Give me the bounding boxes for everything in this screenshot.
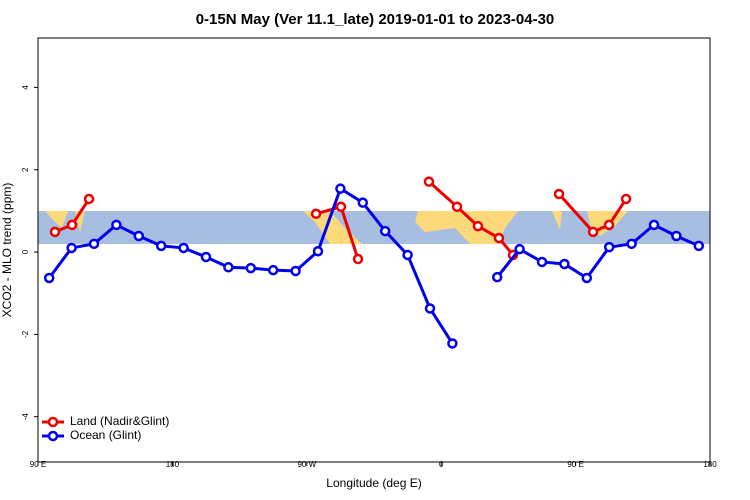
data-point bbox=[223, 262, 234, 273]
chart-title: 0-15N May (Ver 11.1_late) 2019-01-01 to … bbox=[196, 11, 555, 28]
data-point bbox=[424, 303, 436, 314]
data-point bbox=[83, 193, 95, 205]
legend-marker bbox=[47, 416, 59, 428]
data-point bbox=[335, 183, 346, 194]
data-point bbox=[626, 238, 637, 250]
y-tick-label: 2 bbox=[21, 167, 30, 172]
data-point bbox=[88, 238, 100, 250]
data-point bbox=[310, 208, 322, 220]
data-point bbox=[66, 242, 77, 254]
data-point bbox=[648, 219, 660, 231]
data-point bbox=[536, 256, 548, 268]
y-tick-label: -4 bbox=[21, 413, 30, 421]
data-point bbox=[493, 232, 505, 244]
x-tick-label: 180 bbox=[166, 460, 180, 469]
data-point bbox=[553, 188, 565, 200]
y-tick-label: -2 bbox=[21, 330, 30, 338]
data-point bbox=[312, 245, 324, 257]
data-point bbox=[379, 225, 391, 237]
x-tick-label: 90 E bbox=[30, 460, 46, 469]
data-point bbox=[581, 272, 593, 284]
data-point bbox=[620, 193, 632, 205]
data-point bbox=[693, 240, 705, 252]
legend-label: Ocean (Glint) bbox=[70, 428, 141, 442]
data-point bbox=[357, 197, 369, 208]
data-point bbox=[472, 220, 484, 232]
data-point bbox=[155, 240, 167, 252]
data-point bbox=[290, 265, 301, 277]
x-tick-label: 90 W bbox=[297, 460, 316, 469]
x-axis-label: Longitude (deg E) bbox=[326, 476, 421, 490]
data-point bbox=[245, 262, 257, 274]
data-point bbox=[423, 176, 435, 187]
data-point bbox=[111, 219, 122, 231]
data-point bbox=[402, 249, 413, 261]
data-point bbox=[447, 338, 458, 349]
data-point bbox=[587, 226, 599, 238]
y-tick-label: 0 bbox=[21, 249, 30, 254]
x-tick-label: 180 bbox=[703, 460, 717, 469]
y-tick-label: 4 bbox=[21, 85, 30, 90]
data-point bbox=[267, 264, 279, 276]
data-point bbox=[178, 242, 189, 254]
data-point bbox=[352, 253, 364, 265]
data-point bbox=[603, 219, 615, 231]
legend-marker bbox=[47, 430, 59, 442]
data-point bbox=[66, 219, 78, 231]
data-point bbox=[603, 241, 615, 253]
x-tick-label: 90 E bbox=[567, 460, 583, 469]
data-point bbox=[200, 251, 212, 263]
y-axis-label: XCO2 - MLO trend (ppm) bbox=[0, 183, 14, 318]
data-point bbox=[43, 272, 55, 284]
data-point bbox=[491, 271, 503, 283]
data-point bbox=[335, 201, 347, 213]
data-point bbox=[514, 243, 525, 255]
x-tick-label: 0 bbox=[439, 460, 444, 469]
data-point bbox=[559, 258, 570, 270]
data-point bbox=[451, 201, 463, 213]
plot-frame bbox=[37, 37, 711, 463]
data-point bbox=[49, 226, 61, 238]
legend-label: Land (Nadir&Glint) bbox=[70, 414, 169, 428]
data-point bbox=[671, 230, 682, 242]
data-point bbox=[133, 230, 145, 242]
